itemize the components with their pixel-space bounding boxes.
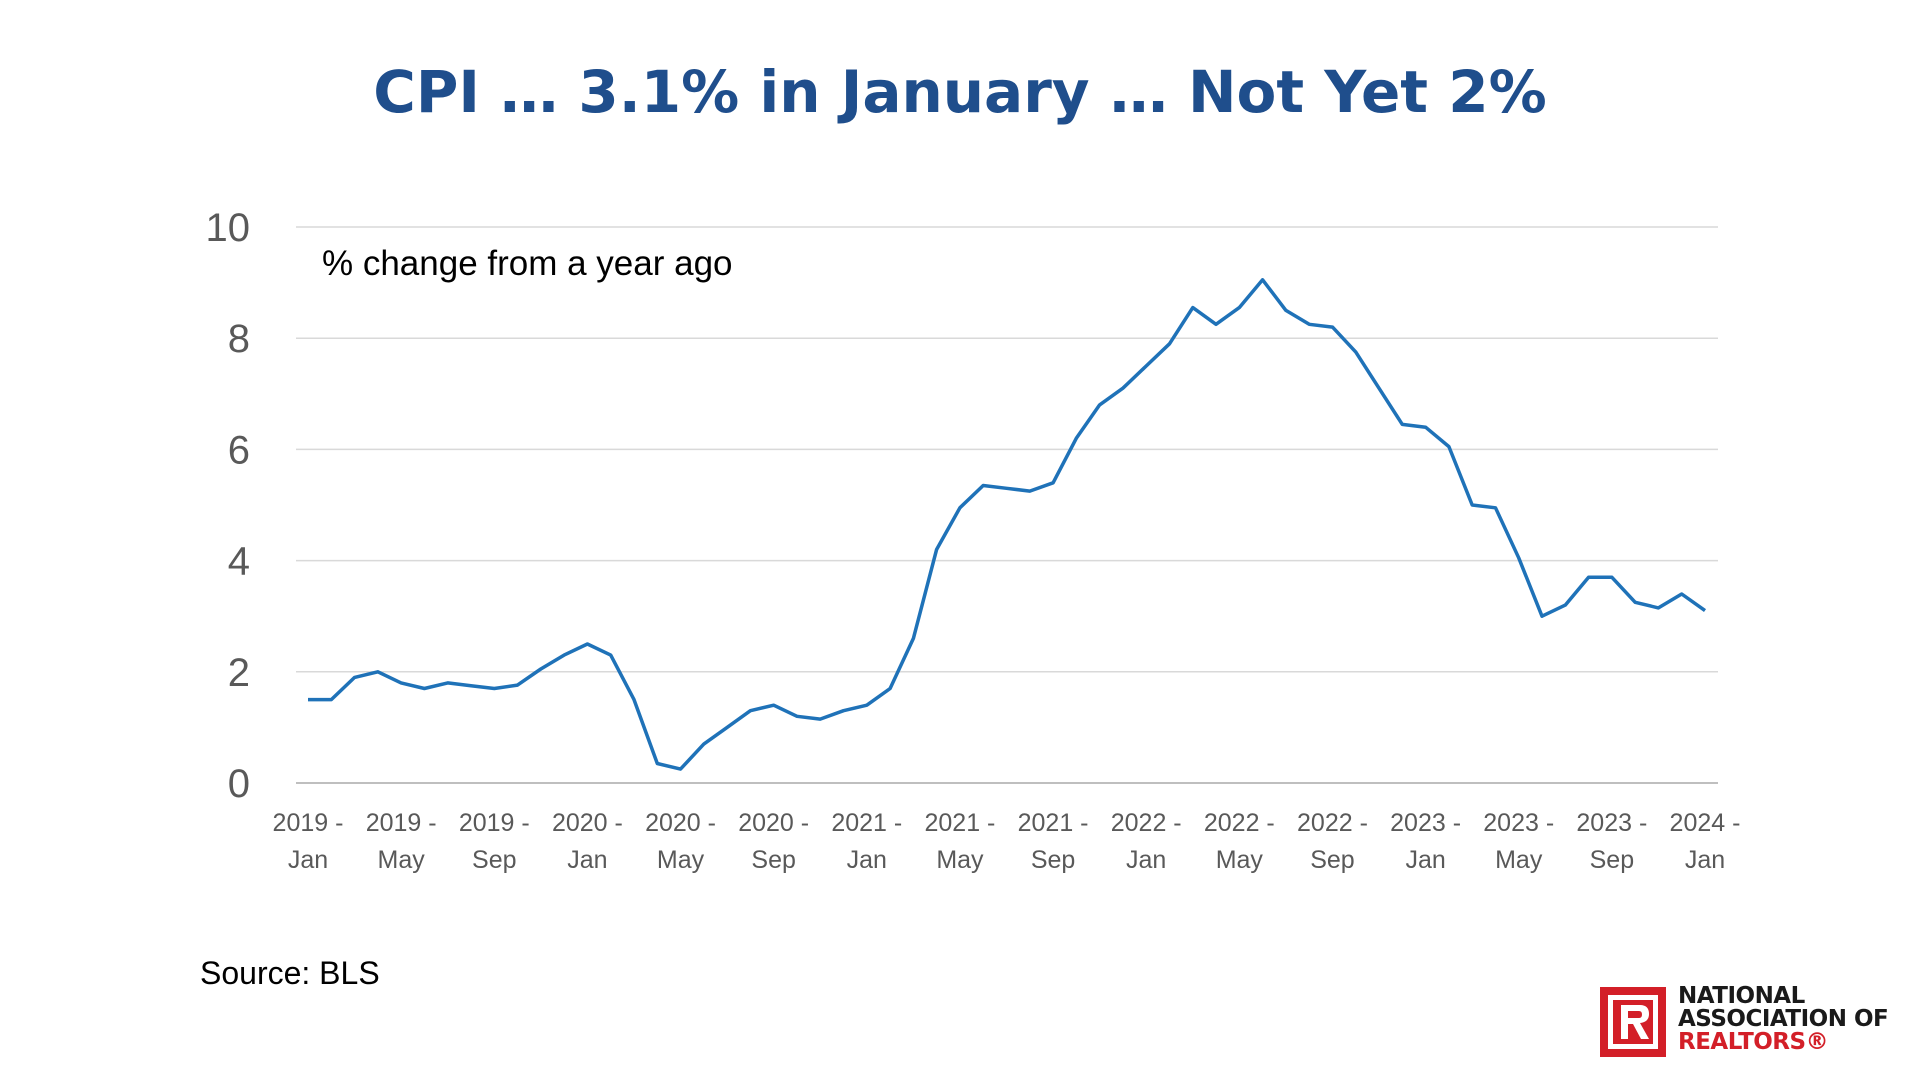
- y-tick-label: 10: [206, 206, 251, 250]
- x-axis: 2019 - Jan 2019 - May 2019 - Sep 2020 - Jan 2020…: [273, 809, 1741, 874]
- x-tick-label-year: 2020 -: [645, 809, 716, 837]
- x-tick-label-year: 2022 -: [1111, 809, 1182, 837]
- x-tick-label-year: 2023 -: [1390, 809, 1461, 837]
- grid-lines: [296, 226, 1718, 784]
- x-tick-label-month: Jan: [1685, 846, 1725, 874]
- x-tick-label-year: 2021 -: [831, 809, 902, 837]
- x-tick-label-month: May: [378, 846, 426, 874]
- x-tick-label-year: 2022 -: [1297, 809, 1368, 837]
- x-tick-label-year: 2020 -: [552, 809, 623, 837]
- line-chart: 0 2 4 6 8 10 2019 - Jan 2019 - May 2019 - Sep 2020 …: [206, 206, 1741, 874]
- x-tick-label-month: Jan: [288, 846, 328, 874]
- x-tick-label-month: Sep: [1031, 846, 1075, 874]
- x-tick-label-year: 2022 -: [1204, 809, 1275, 837]
- x-tick-label-year: 2021 -: [1018, 809, 1089, 837]
- x-tick-label-month: May: [657, 846, 705, 874]
- x-tick-label-month: Jan: [1405, 846, 1445, 874]
- y-axis: 0 2 4 6 8 10: [206, 206, 251, 806]
- x-tick-label-month: Sep: [1590, 846, 1634, 874]
- logo-line-realtors: REALTORS®: [1678, 1029, 1829, 1055]
- logo-wordmark: NATIONAL ASSOCIATION OF REALTORS®: [1678, 983, 1889, 1055]
- x-tick-label-month: May: [1495, 846, 1543, 874]
- x-tick-label-month: Jan: [847, 846, 887, 874]
- x-tick-label-month: Jan: [567, 846, 607, 874]
- x-tick-label-month: Sep: [751, 846, 795, 874]
- realtor-r-logo-icon: [1600, 987, 1666, 1057]
- x-tick-label-month: Sep: [1310, 846, 1354, 874]
- x-tick-label-year: 2023 -: [1483, 809, 1554, 837]
- nar-logo: NATIONAL ASSOCIATION OF REALTORS®: [1600, 985, 1900, 1060]
- logo-line-association: ASSOCIATION OF: [1678, 1006, 1889, 1032]
- x-tick-label-year: 2020 -: [738, 809, 809, 837]
- y-tick-label: 4: [228, 540, 250, 584]
- source-note: Source: BLS: [200, 955, 380, 991]
- x-tick-label-month: Sep: [472, 846, 516, 874]
- x-tick-label-month: May: [1216, 846, 1264, 874]
- x-tick-label-year: 2024 -: [1670, 809, 1741, 837]
- logo-line-national: NATIONAL: [1678, 983, 1805, 1009]
- chart-title: CPI … 3.1% in January … Not Yet 2%: [373, 58, 1547, 126]
- x-tick-label-year: 2019 -: [273, 809, 344, 837]
- x-tick-label-year: 2023 -: [1576, 809, 1647, 837]
- x-tick-label-year: 2021 -: [924, 809, 995, 837]
- y-tick-label: 2: [228, 651, 250, 695]
- x-tick-label-year: 2019 -: [459, 809, 530, 837]
- chart-annotation: % change from a year ago: [322, 244, 733, 283]
- x-tick-label-month: Jan: [1126, 846, 1166, 874]
- x-tick-label-year: 2019 -: [366, 809, 437, 837]
- x-tick-label-month: May: [936, 846, 984, 874]
- series-line-cpi: [308, 278, 1707, 771]
- y-tick-label: 6: [228, 428, 250, 472]
- y-tick-label: 0: [228, 762, 250, 806]
- y-tick-label: 8: [228, 317, 250, 361]
